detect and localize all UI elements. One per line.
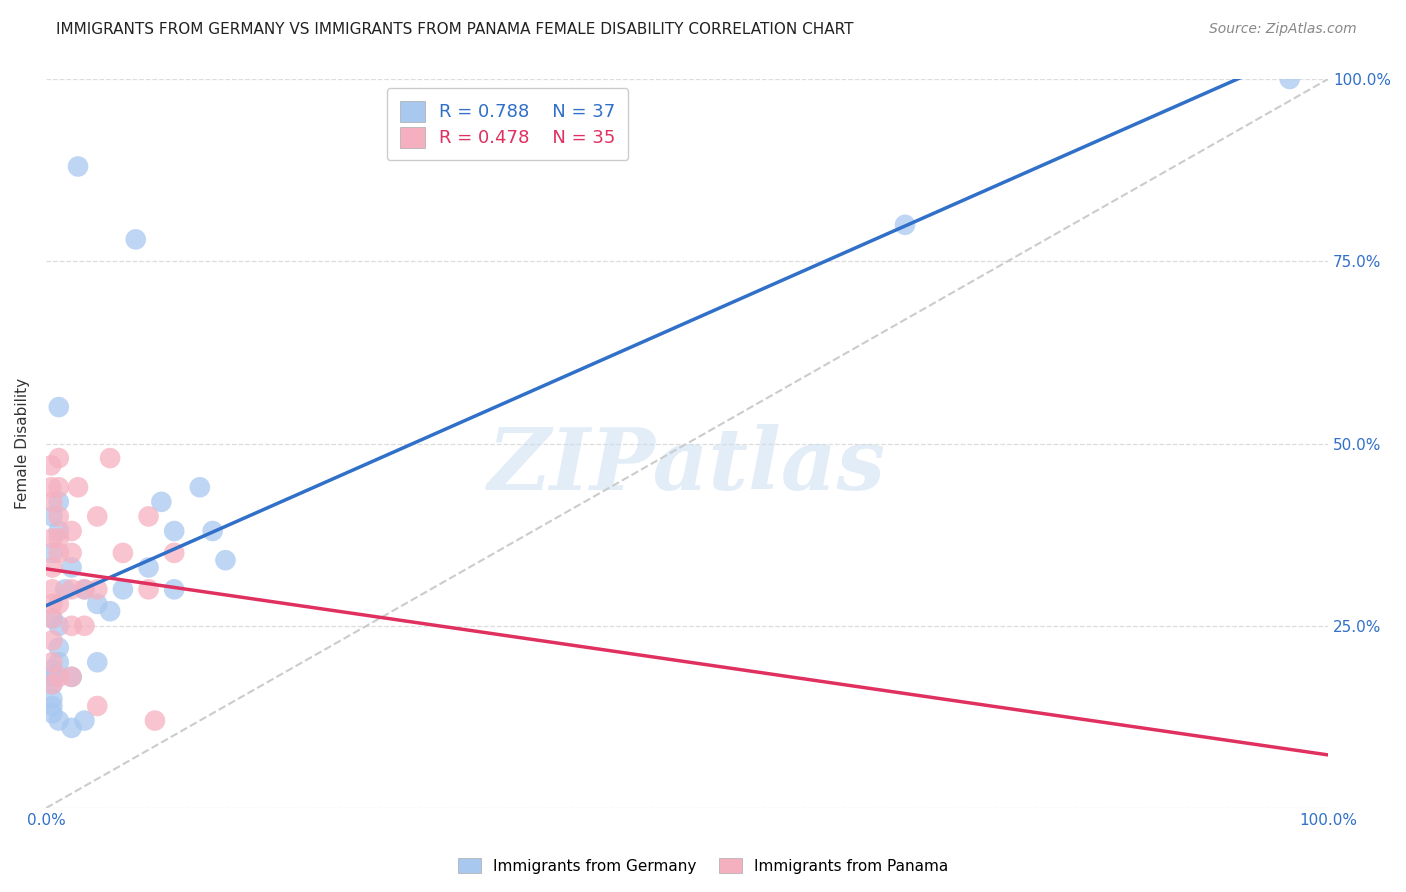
Point	[48, 480, 70, 494]
Point	[48, 509, 70, 524]
Point	[138, 560, 160, 574]
Point	[86, 698, 108, 713]
Point	[48, 546, 70, 560]
Point	[60, 560, 83, 574]
Point	[41, 698, 63, 713]
Point	[48, 619, 70, 633]
Point	[41, 546, 63, 560]
Point	[41, 611, 63, 625]
Point	[163, 582, 186, 597]
Point	[86, 597, 108, 611]
Point	[48, 495, 70, 509]
Point	[1278, 72, 1301, 87]
Point	[98, 451, 121, 466]
Point	[86, 509, 108, 524]
Point	[138, 582, 160, 597]
Text: ZIPatlas: ZIPatlas	[488, 424, 886, 508]
Point	[41, 655, 63, 669]
Point	[60, 619, 83, 633]
Point	[111, 582, 134, 597]
Point	[41, 677, 63, 691]
Point	[86, 582, 108, 597]
Point	[41, 706, 63, 721]
Point	[41, 633, 63, 648]
Point	[163, 524, 186, 538]
Point	[39, 480, 62, 494]
Point	[48, 714, 70, 728]
Point	[48, 524, 70, 538]
Point	[41, 670, 63, 684]
Point	[214, 553, 236, 567]
Point	[150, 495, 173, 509]
Point	[98, 604, 121, 618]
Point	[39, 458, 62, 473]
Point	[60, 721, 83, 735]
Point	[60, 582, 83, 597]
Point	[41, 611, 63, 625]
Point	[41, 691, 63, 706]
Point	[73, 582, 96, 597]
Point	[73, 619, 96, 633]
Point	[111, 546, 134, 560]
Point	[48, 400, 70, 414]
Point	[48, 670, 70, 684]
Legend: Immigrants from Germany, Immigrants from Panama: Immigrants from Germany, Immigrants from…	[451, 852, 955, 880]
Point	[60, 670, 83, 684]
Point	[60, 670, 83, 684]
Point	[66, 480, 89, 494]
Text: Source: ZipAtlas.com: Source: ZipAtlas.com	[1209, 22, 1357, 37]
Point	[73, 714, 96, 728]
Point	[86, 655, 108, 669]
Point	[48, 655, 70, 669]
Point	[163, 546, 186, 560]
Point	[41, 663, 63, 677]
Text: IMMIGRANTS FROM GERMANY VS IMMIGRANTS FROM PANAMA FEMALE DISABILITY CORRELATION : IMMIGRANTS FROM GERMANY VS IMMIGRANTS FR…	[56, 22, 853, 37]
Point	[41, 597, 63, 611]
Point	[41, 495, 63, 509]
Point	[41, 582, 63, 597]
Point	[48, 531, 70, 545]
Point	[66, 160, 89, 174]
Point	[41, 560, 63, 574]
Legend: R = 0.788    N = 37, R = 0.478    N = 35: R = 0.788 N = 37, R = 0.478 N = 35	[387, 88, 628, 161]
Point	[41, 677, 63, 691]
Y-axis label: Female Disability: Female Disability	[15, 378, 30, 509]
Point	[48, 640, 70, 655]
Point	[188, 480, 211, 494]
Point	[894, 218, 917, 232]
Point	[48, 451, 70, 466]
Point	[60, 524, 83, 538]
Point	[138, 509, 160, 524]
Point	[41, 509, 63, 524]
Point	[60, 546, 83, 560]
Point	[143, 714, 166, 728]
Point	[125, 232, 148, 246]
Point	[53, 582, 76, 597]
Point	[41, 531, 63, 545]
Point	[73, 582, 96, 597]
Point	[48, 597, 70, 611]
Point	[201, 524, 224, 538]
